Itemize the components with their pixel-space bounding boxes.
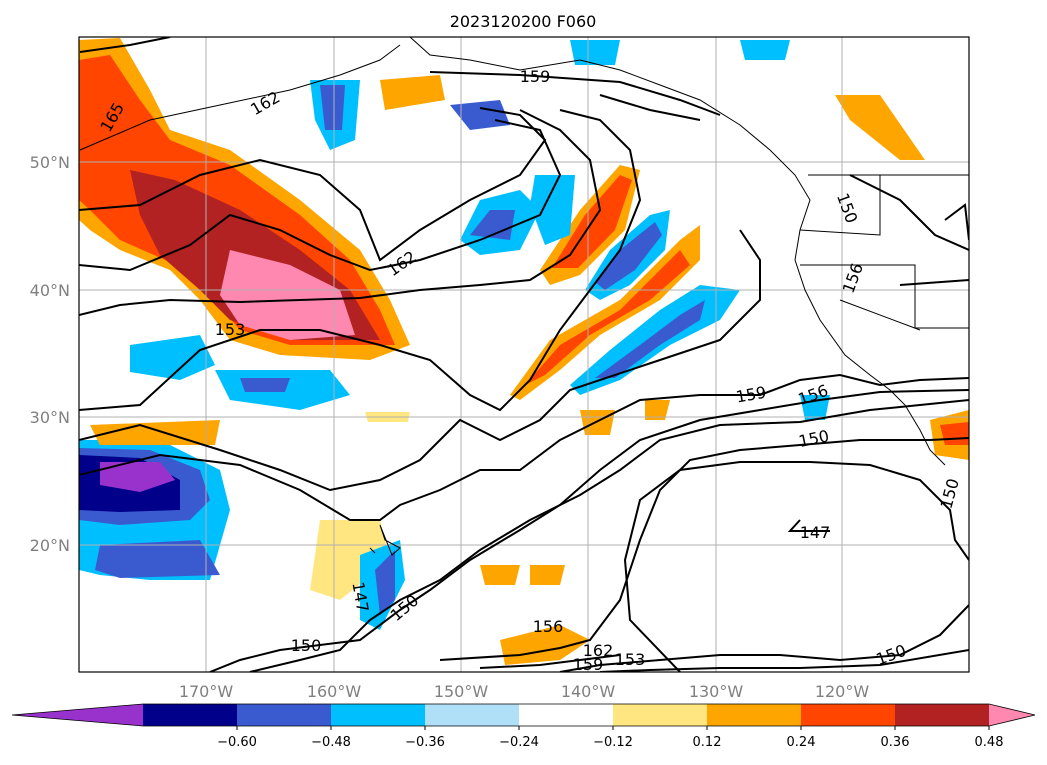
graticule [79, 37, 969, 672]
coastlines [79, 37, 969, 556]
shaded-fields [79, 38, 969, 665]
lon-label: 140°W [561, 682, 616, 701]
contour-label: 156 [533, 617, 564, 636]
colorbar-outline [11, 703, 1036, 727]
colorbar-tick-label: 0.48 [975, 735, 1004, 750]
colorbar-tick-label: −0.48 [311, 735, 351, 750]
positive-plume-core [220, 250, 355, 340]
lon-label: 170°W [179, 682, 234, 701]
colorbar-segment [613, 704, 708, 726]
colorbar-segment [707, 704, 802, 726]
colorbar-segment [331, 704, 426, 726]
latitude-labels: 50°N 40°N 30°N 20°N [30, 153, 70, 555]
colorbar-segment [895, 704, 990, 726]
contour-label: 153 [615, 650, 646, 669]
colorbar-tick-label: −0.24 [499, 735, 539, 750]
contour-label: 159 [573, 655, 604, 674]
colorbar-tick-label: −0.12 [593, 735, 633, 750]
map-frame [78, 36, 970, 673]
lon-label: 120°W [815, 682, 870, 701]
contour-label: 159 [520, 67, 551, 86]
lat-label: 40°N [30, 281, 70, 300]
lon-label: 150°W [434, 682, 489, 701]
contour-label: 162 [583, 641, 614, 660]
lat-label: 50°N [30, 153, 70, 172]
height-contours [79, 37, 969, 672]
colorbar-tick-label: 0.24 [787, 735, 816, 750]
colorbar-segment [425, 704, 520, 726]
colorbar-segment [801, 704, 896, 726]
contour-label: 150 [291, 636, 322, 655]
colorbar-tick-label: −0.60 [217, 735, 257, 750]
longitude-labels: 170°W 160°W 150°W 140°W 130°W 120°W [179, 682, 870, 701]
map-panel: 165 162 159 162 153 156 150 159 156 150 … [78, 36, 970, 674]
contour-label: 147 [800, 523, 831, 542]
lat-label: 30°N [30, 408, 70, 427]
colorbar-extend-low [12, 704, 143, 726]
colorbar-extend-high [989, 704, 1035, 726]
colorbar: −0.60 −0.48 −0.36 −0.24 −0.12 0.12 0.24 0.36 0.4… [11, 703, 1036, 750]
lat-label: 20°N [30, 536, 70, 555]
contour-label: 153 [215, 320, 246, 339]
lon-label: 130°W [689, 682, 744, 701]
colorbar-segment [237, 704, 332, 726]
colorbar-tick-label: 0.12 [693, 735, 722, 750]
lon-label: 160°W [307, 682, 362, 701]
negative-area-core [100, 462, 175, 492]
colorbar-tick-label: 0.36 [881, 735, 910, 750]
map-title: 2023120200 F060 [450, 12, 597, 31]
colorbar-segment [519, 704, 614, 726]
colorbar-segment [143, 704, 238, 726]
colorbar-tick-label: −0.36 [405, 735, 445, 750]
